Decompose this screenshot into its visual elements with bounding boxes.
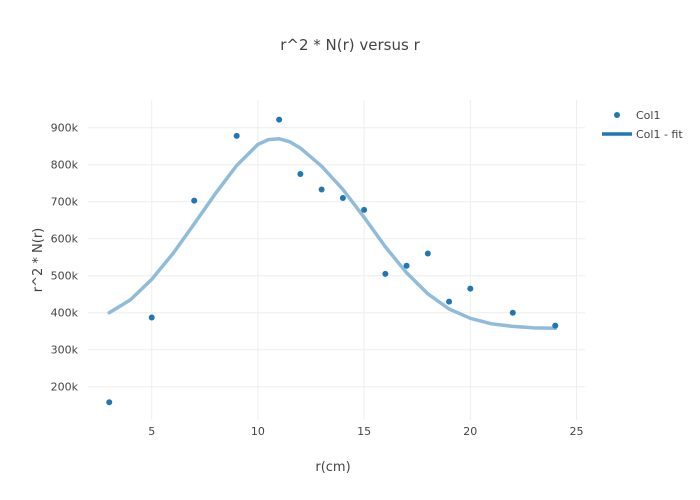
- x-tick-label: 15: [357, 425, 371, 438]
- data-point: [106, 399, 113, 406]
- legend-marker-icon: [614, 112, 620, 118]
- data-point: [276, 116, 283, 123]
- data-point: [191, 197, 198, 204]
- y-tick-label: 400k: [51, 307, 79, 320]
- y-axis-title: r^2 * N(r): [31, 228, 46, 293]
- y-tick-label: 200k: [51, 381, 79, 394]
- fit-line: [107, 137, 558, 331]
- x-axis: 5 10 15 20 25: [148, 425, 583, 438]
- grid: [88, 100, 585, 420]
- data-point: [339, 195, 346, 202]
- data-point: [424, 250, 431, 257]
- y-axis: 200k 300k 400k 500k 600k 700k 800k 900k: [51, 122, 79, 394]
- y-tick-label: 800k: [51, 159, 79, 172]
- data-point: [318, 186, 325, 193]
- y-tick-label: 500k: [51, 270, 79, 283]
- x-tick-label: 20: [463, 425, 477, 438]
- legend-label: Col1: [636, 109, 660, 122]
- data-point: [297, 170, 304, 177]
- data-point: [446, 298, 453, 305]
- y-tick-label: 700k: [51, 196, 79, 209]
- legend[interactable]: Col1 Col1 - fit: [602, 109, 683, 141]
- data-point: [509, 309, 516, 316]
- data-point: [403, 262, 410, 269]
- data-point: [552, 322, 559, 329]
- data-point: [467, 285, 474, 292]
- legend-label: Col1 - fit: [636, 128, 683, 141]
- data-point: [233, 132, 240, 139]
- plot-area: [106, 116, 559, 406]
- y-tick-label: 600k: [51, 233, 79, 246]
- data-point: [361, 206, 368, 213]
- chart-title: r^2 * N(r) versus r: [280, 36, 420, 54]
- y-tick-label: 900k: [51, 122, 79, 135]
- data-point: [382, 270, 389, 277]
- data-point: [148, 314, 155, 321]
- x-axis-title: r(cm): [315, 460, 350, 475]
- x-tick-label: 10: [251, 425, 265, 438]
- y-tick-label: 300k: [51, 344, 79, 357]
- x-tick-label: 25: [570, 425, 584, 438]
- x-tick-label: 5: [148, 425, 155, 438]
